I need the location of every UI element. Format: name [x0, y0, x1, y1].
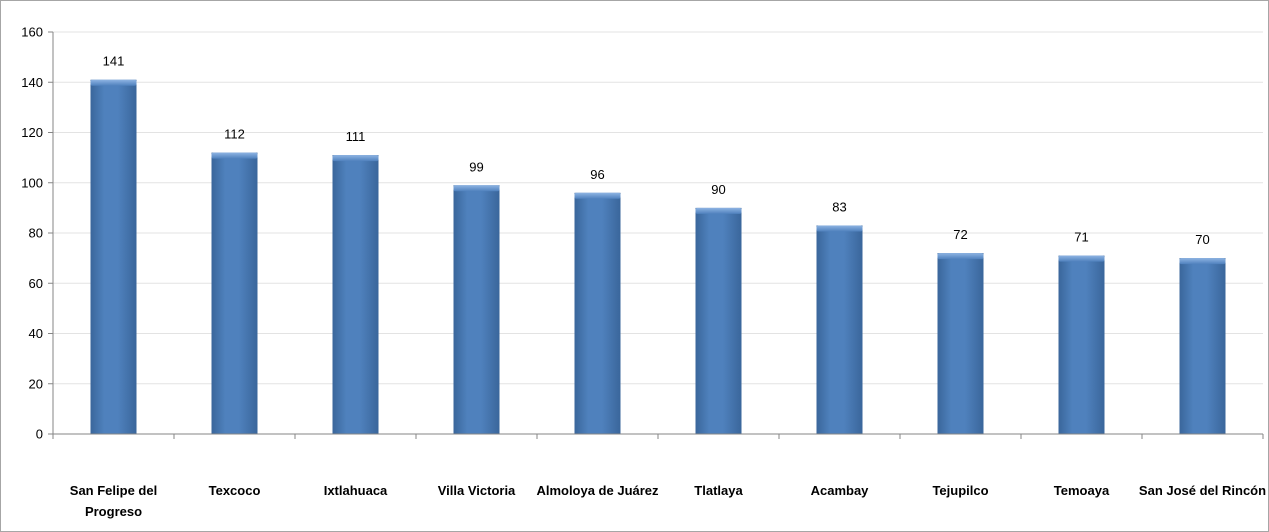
- category-label: San José del Rincón: [1139, 483, 1266, 498]
- bar-body: [90, 79, 137, 435]
- category-label-line: Ixtlahuaca: [324, 483, 388, 498]
- bar-body: [1179, 258, 1226, 434]
- bar-body: [816, 225, 863, 434]
- bar-cap: [1058, 255, 1105, 262]
- category-label-line: Tejupilco: [932, 483, 988, 498]
- y-tick-label: 20: [29, 376, 43, 391]
- category-label-line: Temoaya: [1054, 483, 1110, 498]
- bar: [332, 155, 379, 435]
- data-label: 90: [711, 182, 725, 197]
- bar: [1179, 258, 1226, 434]
- y-tick-label: 120: [21, 125, 43, 140]
- bar-body: [453, 185, 500, 434]
- category-label: Texcoco: [209, 483, 261, 498]
- bar-cap: [816, 225, 863, 232]
- category-label: Temoaya: [1054, 483, 1110, 498]
- data-label: 99: [469, 159, 483, 174]
- bar-cap: [1179, 258, 1226, 265]
- bar-cap: [695, 207, 742, 214]
- bar-cap: [90, 79, 137, 86]
- category-label-line: Villa Victoria: [438, 483, 516, 498]
- bar-cap: [332, 155, 379, 162]
- y-tick-label: 40: [29, 326, 43, 341]
- bar-cap: [574, 192, 621, 199]
- category-label-line: Progreso: [85, 504, 142, 519]
- bar-body: [332, 155, 379, 435]
- bar: [816, 225, 863, 434]
- data-label: 141: [103, 54, 125, 69]
- bar-body: [574, 192, 621, 434]
- bar: [90, 79, 137, 435]
- y-tick-label: 80: [29, 226, 43, 241]
- bar-cap: [937, 253, 984, 260]
- bar-cap: [453, 185, 500, 192]
- bar: [1058, 255, 1105, 434]
- bar-body: [695, 207, 742, 434]
- category-label-line: San Felipe del: [70, 483, 157, 498]
- category-label: Villa Victoria: [438, 483, 516, 498]
- bar: [937, 253, 984, 434]
- category-labels: San Felipe del Progreso Texcoco Ixtlahuaca V…: [70, 483, 1266, 519]
- y-tick-label: 0: [36, 427, 43, 442]
- data-labels: 141 112 111 99 96 90 83 72 71 70: [103, 54, 1210, 247]
- bar: [453, 185, 500, 434]
- category-label-line: San José del Rincón: [1139, 483, 1266, 498]
- y-tick-label: 140: [21, 75, 43, 90]
- category-label: Tejupilco: [932, 483, 988, 498]
- bar-body: [211, 152, 258, 434]
- category-label: Almoloya de Juárez: [536, 483, 659, 498]
- category-label-line: Almoloya de Juárez: [536, 483, 659, 498]
- category-label-line: Acambay: [811, 483, 870, 498]
- y-axis-ticks: 0 20 40 60 80 100 120 140 160: [21, 25, 53, 442]
- category-label: Ixtlahuaca: [324, 483, 388, 498]
- y-tick-label: 60: [29, 276, 43, 291]
- bar: [211, 152, 258, 434]
- data-label: 71: [1074, 230, 1088, 245]
- bar-body: [1058, 255, 1105, 434]
- bar-cap: [211, 152, 258, 159]
- bar-body: [937, 253, 984, 434]
- category-label: Tlatlaya: [694, 483, 743, 498]
- bar: [574, 192, 621, 434]
- data-label: 70: [1195, 232, 1209, 247]
- y-tick-label: 160: [21, 25, 43, 40]
- data-label: 96: [590, 167, 604, 182]
- category-label: San Felipe del Progreso: [70, 483, 157, 519]
- data-label: 112: [224, 127, 245, 142]
- category-label-line: Tlatlaya: [694, 483, 743, 498]
- bars: [90, 79, 1226, 435]
- data-label: 111: [346, 129, 366, 144]
- data-label: 83: [832, 199, 846, 214]
- category-label-line: Texcoco: [209, 483, 261, 498]
- y-tick-label: 100: [21, 175, 43, 190]
- category-label: Acambay: [811, 483, 870, 498]
- bar: [695, 207, 742, 434]
- data-label: 72: [953, 227, 967, 242]
